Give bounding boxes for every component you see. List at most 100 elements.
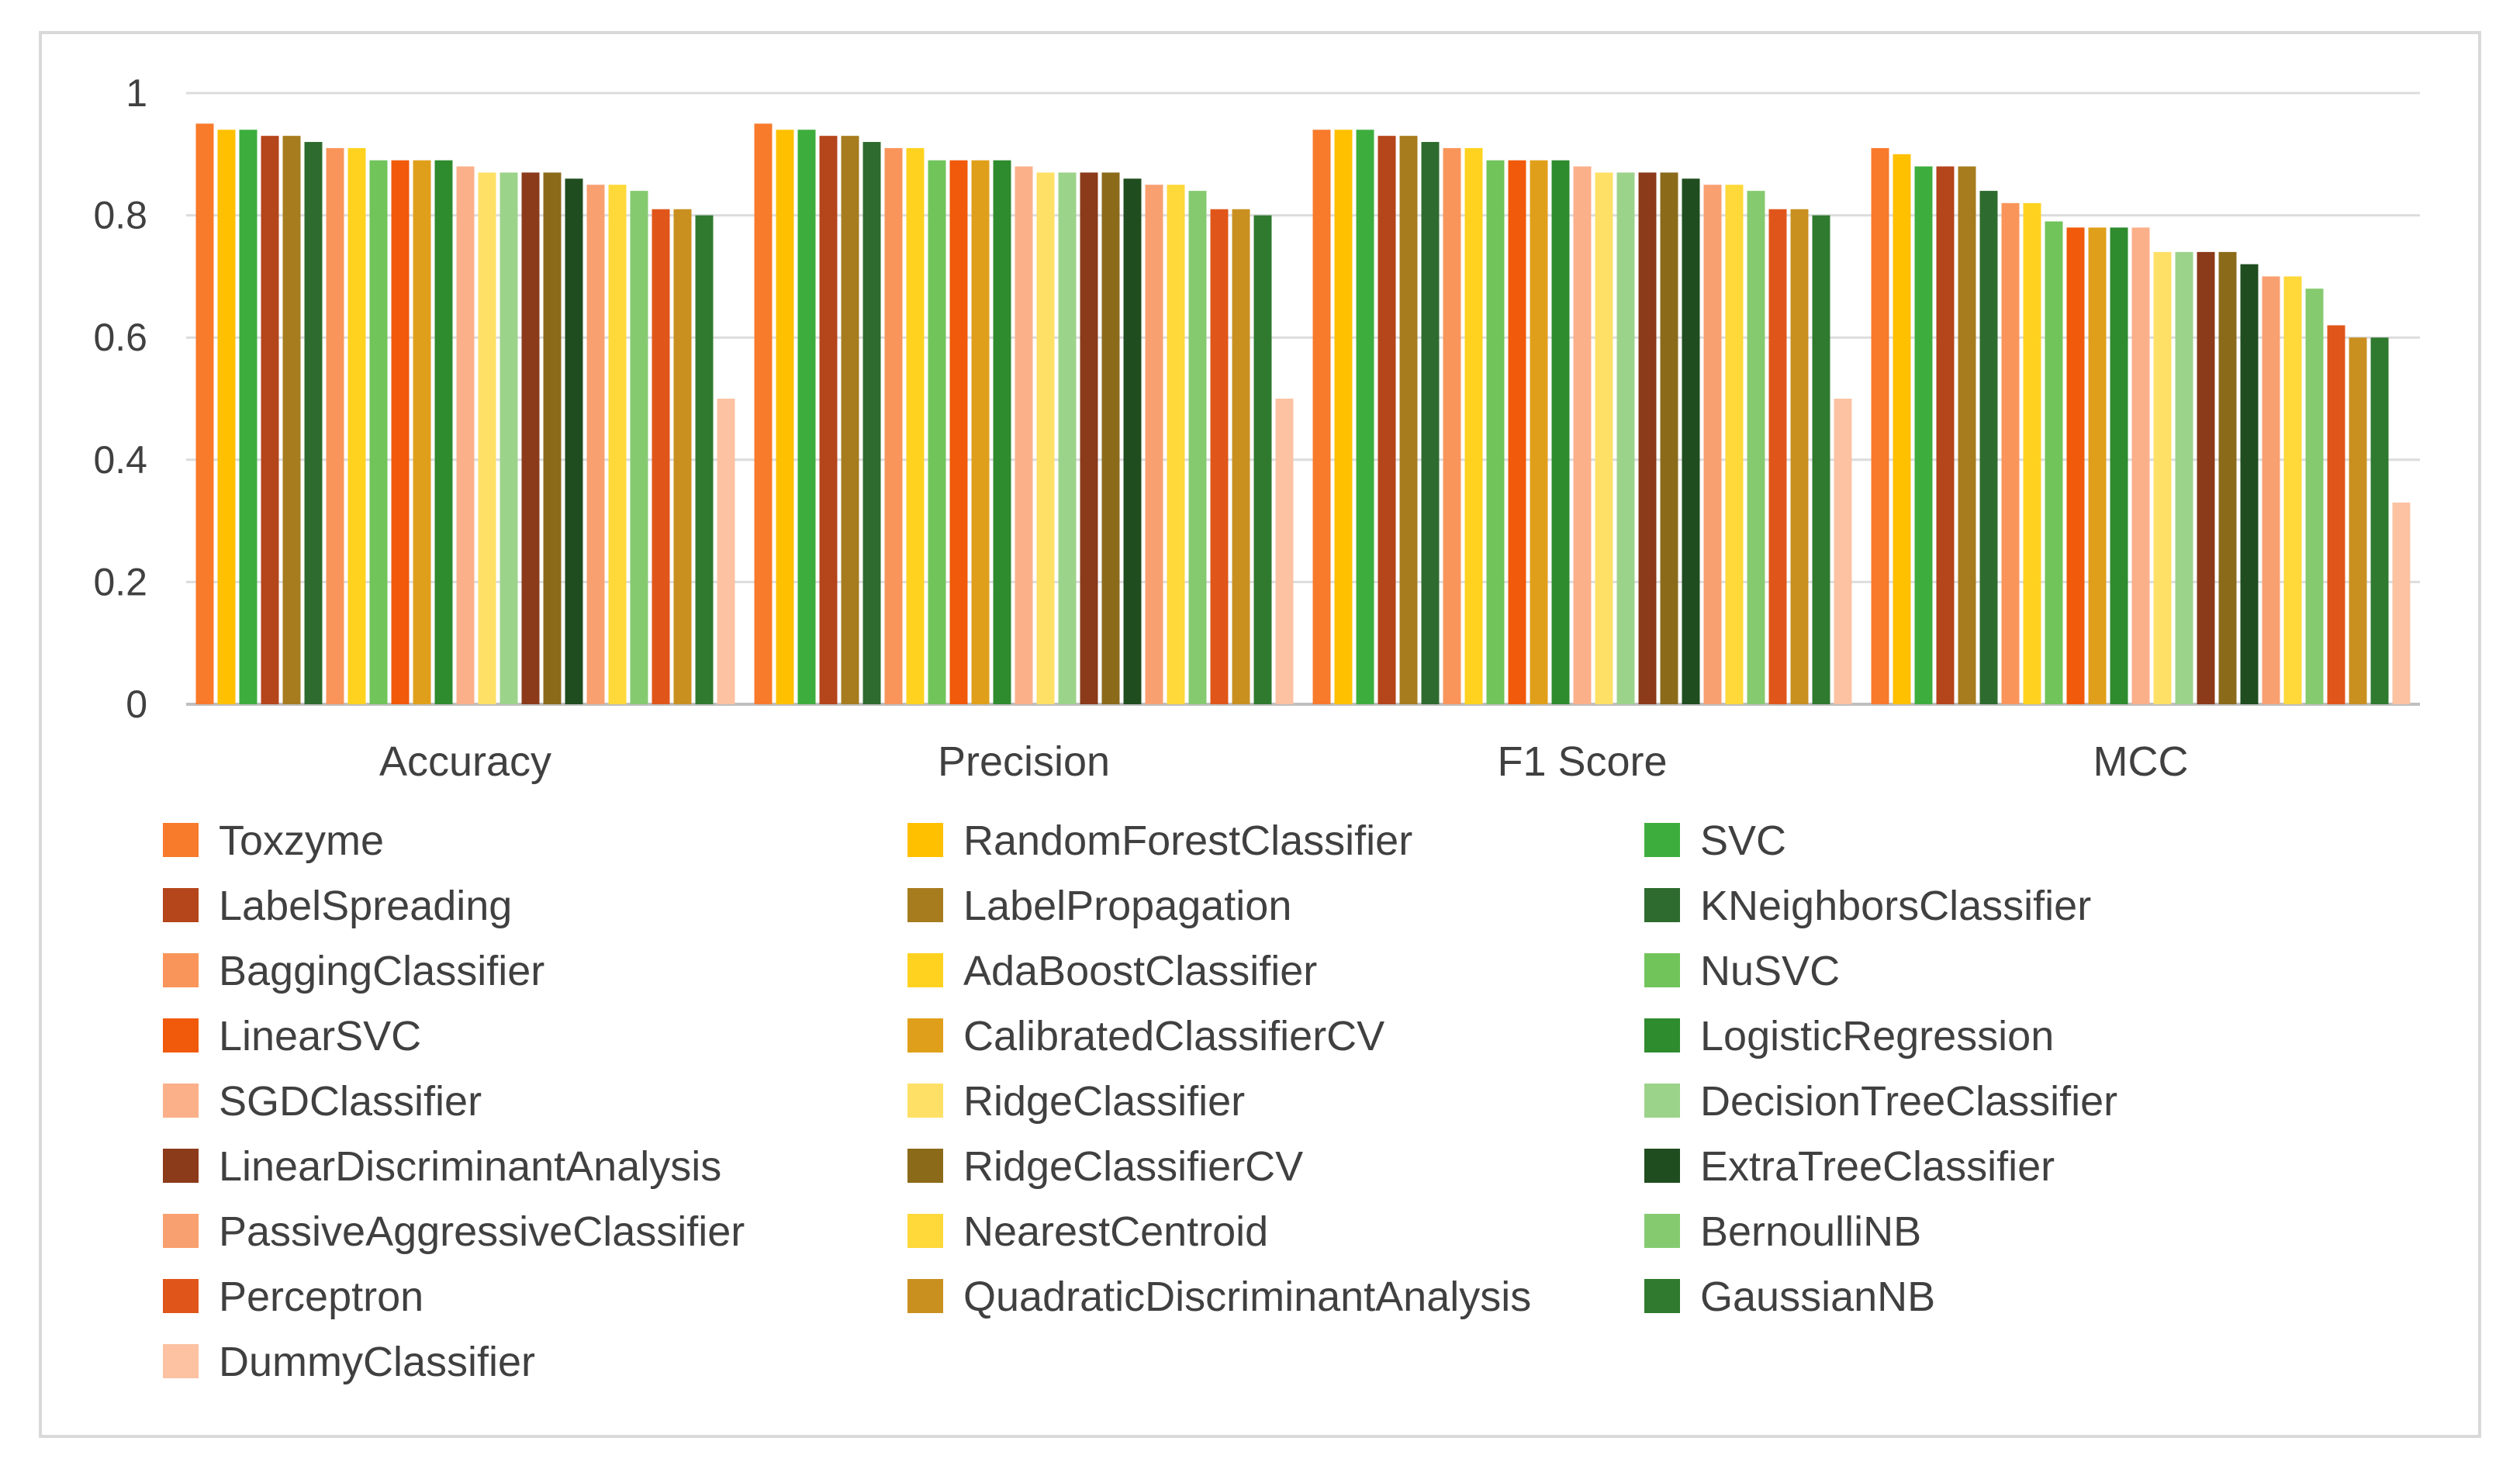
bar-NearestCentroid-MCC <box>2283 276 2302 704</box>
bar-PassiveAggressiveClassifier-Accuracy <box>586 185 605 704</box>
bar-SVC-Accuracy <box>239 130 258 704</box>
bar-SGDClassifier-F1-Score <box>1573 166 1592 704</box>
y-tick-label: 0.4 <box>93 438 147 482</box>
bar-RandomForestClassifier-Precision <box>776 130 794 704</box>
bar-LabelPropagation-Accuracy <box>282 136 301 704</box>
legend-label: SVC <box>1700 817 1786 864</box>
bar-NearestCentroid-F1-Score <box>1725 185 1744 704</box>
legend-swatch <box>1644 1214 1680 1248</box>
legend-swatch <box>163 1344 199 1378</box>
legend-label: BernoulliNB <box>1700 1208 1921 1255</box>
legend-label: LabelPropagation <box>963 883 1291 929</box>
bar-RandomForestClassifier-F1-Score <box>1334 130 1353 704</box>
legend-label: LabelSpreading <box>219 883 512 929</box>
bar-LabelPropagation-MCC <box>1958 166 1976 704</box>
bar-LogisticRegression-MCC <box>2110 227 2128 704</box>
legend-label: LinearDiscriminantAnalysis <box>219 1143 721 1190</box>
bar-CalibratedClassifierCV-MCC <box>2088 227 2107 704</box>
bar-DummyClassifier-MCC <box>2392 502 2411 704</box>
legend-label: QuadraticDiscriminantAnalysis <box>963 1274 1531 1320</box>
bar-Perceptron-Precision <box>1210 209 1229 705</box>
bar-RidgeClassifier-MCC <box>2153 251 2172 704</box>
legend-swatch <box>163 1018 199 1052</box>
bar-GaussianNB-Precision <box>1253 215 1272 705</box>
legend-label: BaggingClassifier <box>219 948 544 994</box>
legend-swatch <box>1644 888 1680 922</box>
bar-Perceptron-MCC <box>2327 325 2345 704</box>
legend-label: GaussianNB <box>1700 1274 1935 1320</box>
legend-swatch <box>163 953 199 987</box>
bar-SGDClassifier-MCC <box>2131 227 2150 704</box>
legend-swatch <box>907 953 943 987</box>
legend-label: Toxzyme <box>219 817 384 864</box>
bar-LinearDiscriminantAnalysis-Precision <box>1080 172 1098 704</box>
bar-LabelSpreading-Accuracy <box>261 136 279 704</box>
y-axis-ticks: 0 0.2 0.4 0.6 0.8 1 <box>93 71 147 726</box>
bar-ExtraTreeClassifier-Precision <box>1123 178 1142 704</box>
bar-BaggingClassifier-Precision <box>884 147 903 705</box>
bar-LogisticRegression-F1-Score <box>1551 160 1570 704</box>
bar-LinearDiscriminantAnalysis-Accuracy <box>521 172 540 704</box>
bar-RidgeClassifierCV-Accuracy <box>543 172 562 704</box>
bar-DummyClassifier-Accuracy <box>717 399 735 704</box>
bar-RidgeClassifierCV-Precision <box>1101 172 1120 704</box>
legend-swatch <box>163 1084 199 1118</box>
category-label: MCC <box>2093 738 2189 785</box>
category-label: Accuracy <box>379 738 551 785</box>
bar-PassiveAggressiveClassifier-Precision <box>1145 185 1163 704</box>
bar-GaussianNB-MCC <box>2370 337 2389 704</box>
bar-RandomForestClassifier-MCC <box>1893 154 1911 705</box>
legend-label: NuSVC <box>1700 948 1840 994</box>
bar-LabelSpreading-MCC <box>1936 166 1955 704</box>
legend-label: Perceptron <box>219 1274 423 1320</box>
gridlines <box>186 92 2420 706</box>
bar-DummyClassifier-F1-Score <box>1834 399 1852 704</box>
bar-LinearDiscriminantAnalysis-MCC <box>2197 251 2215 704</box>
bar-LogisticRegression-Accuracy <box>434 160 453 704</box>
bar-AdaBoostClassifier-Precision <box>906 147 925 705</box>
bar-LinearDiscriminantAnalysis-F1-Score <box>1638 172 1657 704</box>
legend-label: SGDClassifier <box>219 1078 482 1125</box>
bar-AdaBoostClassifier-MCC <box>2023 202 2041 705</box>
bar-RidgeClassifierCV-MCC <box>2218 251 2237 704</box>
y-tick-label: 0 <box>126 683 147 726</box>
bar-Perceptron-Accuracy <box>652 209 670 705</box>
bar-RidgeClassifier-F1-Score <box>1595 172 1613 704</box>
legend-label: ExtraTreeClassifier <box>1700 1143 2055 1190</box>
bar-KNeighborsClassifier-Precision <box>862 142 881 705</box>
bar-NearestCentroid-Accuracy <box>608 185 627 704</box>
bar-GaussianNB-Accuracy <box>695 215 714 705</box>
bar-KNeighborsClassifier-Accuracy <box>304 142 323 705</box>
bar-DecisionTreeClassifier-Accuracy <box>500 172 518 704</box>
bar-QuadraticDiscriminantAnalysis-Accuracy <box>673 209 692 705</box>
legend-swatch <box>163 888 199 922</box>
bar-RandomForestClassifier-Accuracy <box>217 130 236 704</box>
legend-swatch <box>1644 953 1680 987</box>
bar-NuSVC-F1-Score <box>1486 160 1505 704</box>
legend-label: AdaBoostClassifier <box>963 948 1317 994</box>
bar-PassiveAggressiveClassifier-F1-Score <box>1703 185 1722 704</box>
bar-Toxzyme-Accuracy <box>195 123 214 704</box>
bar-ExtraTreeClassifier-F1-Score <box>1682 178 1700 704</box>
bar-RidgeClassifier-Precision <box>1036 172 1055 704</box>
bar-LabelPropagation-Precision <box>841 136 859 704</box>
legend-label: LinearSVC <box>219 1013 421 1059</box>
legend-swatch <box>907 1018 943 1052</box>
legend-swatch <box>907 1279 943 1313</box>
bar-Toxzyme-Precision <box>754 123 773 704</box>
legend-swatch <box>1644 1084 1680 1118</box>
legend-swatch <box>1644 1279 1680 1313</box>
bar-LabelSpreading-F1-Score <box>1378 136 1396 704</box>
bar-BaggingClassifier-F1-Score <box>1443 147 1461 705</box>
bar-AdaBoostClassifier-Accuracy <box>347 147 366 705</box>
bar-LinearSVC-MCC <box>2066 227 2085 704</box>
bar-CalibratedClassifierCV-F1-Score <box>1530 160 1548 704</box>
bar-LabelPropagation-F1-Score <box>1399 136 1418 704</box>
legend-label: KNeighborsClassifier <box>1700 883 2091 929</box>
bar-QuadraticDiscriminantAnalysis-Precision <box>1232 209 1250 705</box>
legend-swatch <box>907 1084 943 1118</box>
legend-swatch <box>1644 823 1680 857</box>
legend-swatch <box>163 823 199 857</box>
bar-NuSVC-MCC <box>2045 221 2063 705</box>
